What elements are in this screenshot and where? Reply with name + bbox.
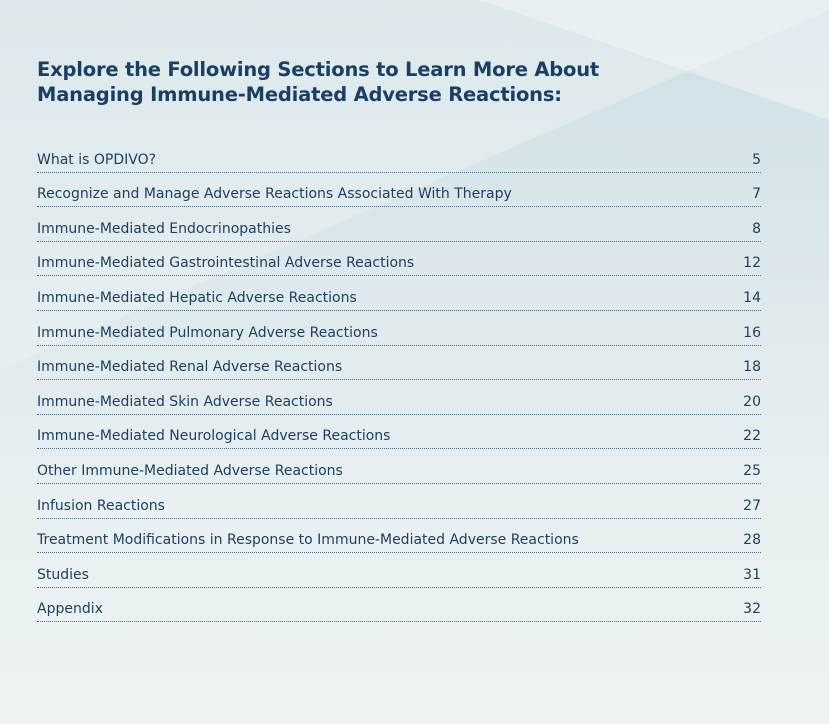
toc-item-label: Studies bbox=[37, 566, 89, 583]
toc-item-what-is-opdivo[interactable]: What is OPDIVO? 5 bbox=[37, 138, 761, 173]
toc-item-page-number: 14 bbox=[743, 289, 761, 306]
toc-item-page-number: 16 bbox=[743, 324, 761, 341]
toc-item-page-number: 25 bbox=[743, 462, 761, 479]
toc-item-page-number: 5 bbox=[752, 151, 761, 168]
toc-item-treatment-modifications[interactable]: Treatment Modifications in Response to I… bbox=[37, 519, 761, 554]
toc-item-label: Other Immune-Mediated Adverse Reactions bbox=[37, 462, 343, 479]
toc-item-label: Immune-Mediated Hepatic Adverse Reaction… bbox=[37, 289, 357, 306]
toc-item-label: Immune-Mediated Pulmonary Adverse Reacti… bbox=[37, 324, 378, 341]
toc-item-page-number: 22 bbox=[743, 428, 761, 445]
toc-item-page-number: 28 bbox=[743, 532, 761, 549]
toc-item-other[interactable]: Other Immune-Mediated Adverse Reactions … bbox=[37, 449, 761, 484]
toc-item-page-number: 27 bbox=[743, 497, 761, 514]
toc-item-page-number: 32 bbox=[743, 601, 761, 618]
toc-item-label: Immune-Mediated Renal Adverse Reactions bbox=[37, 359, 343, 376]
toc-item-label: Immune-Mediated Endocrinopathies bbox=[37, 220, 291, 237]
toc-item-label: Appendix bbox=[37, 601, 103, 618]
toc-item-label: Recognize and Manage Adverse Reactions A… bbox=[37, 186, 512, 203]
toc-item-infusion-reactions[interactable]: Infusion Reactions 27 bbox=[37, 484, 761, 519]
toc-item-page-number: 18 bbox=[743, 359, 761, 376]
toc-item-recognize-and-manage[interactable]: Recognize and Manage Adverse Reactions A… bbox=[37, 173, 761, 208]
toc-item-endocrinopathies[interactable]: Immune-Mediated Endocrinopathies 8 bbox=[37, 207, 761, 242]
toc-item-appendix[interactable]: Appendix 32 bbox=[37, 588, 761, 623]
toc-item-renal[interactable]: Immune-Mediated Renal Adverse Reactions … bbox=[37, 346, 761, 381]
toc-item-gastrointestinal[interactable]: Immune-Mediated Gastrointestinal Adverse… bbox=[37, 242, 761, 277]
toc-item-page-number: 12 bbox=[743, 255, 761, 272]
page-title-line-1: Explore the Following Sections to Learn … bbox=[37, 58, 600, 81]
table-of-contents: What is OPDIVO? 5 Recognize and Manage A… bbox=[37, 138, 761, 623]
toc-item-page-number: 31 bbox=[743, 566, 761, 583]
toc-item-label: Immune-Mediated Skin Adverse Reactions bbox=[37, 393, 333, 410]
toc-item-label: Treatment Modifications in Response to I… bbox=[37, 532, 579, 549]
toc-item-studies[interactable]: Studies 31 bbox=[37, 553, 761, 588]
toc-item-page-number: 7 bbox=[752, 186, 761, 203]
toc-item-hepatic[interactable]: Immune-Mediated Hepatic Adverse Reaction… bbox=[37, 276, 761, 311]
toc-item-label: What is OPDIVO? bbox=[37, 151, 157, 168]
toc-item-pulmonary[interactable]: Immune-Mediated Pulmonary Adverse Reacti… bbox=[37, 311, 761, 346]
toc-item-label: Infusion Reactions bbox=[37, 497, 165, 514]
toc-item-label: Immune-Mediated Neurological Adverse Rea… bbox=[37, 428, 391, 445]
toc-item-label: Immune-Mediated Gastrointestinal Adverse… bbox=[37, 255, 415, 272]
toc-item-page-number: 8 bbox=[752, 220, 761, 237]
page-title-line-2: Managing Immune-Mediated Adverse Reactio… bbox=[37, 83, 562, 106]
toc-item-page-number: 20 bbox=[743, 393, 761, 410]
toc-item-neurological[interactable]: Immune-Mediated Neurological Adverse Rea… bbox=[37, 415, 761, 450]
toc-item-skin[interactable]: Immune-Mediated Skin Adverse Reactions 2… bbox=[37, 380, 761, 415]
page-title: Explore the Following Sections to Learn … bbox=[37, 57, 599, 107]
